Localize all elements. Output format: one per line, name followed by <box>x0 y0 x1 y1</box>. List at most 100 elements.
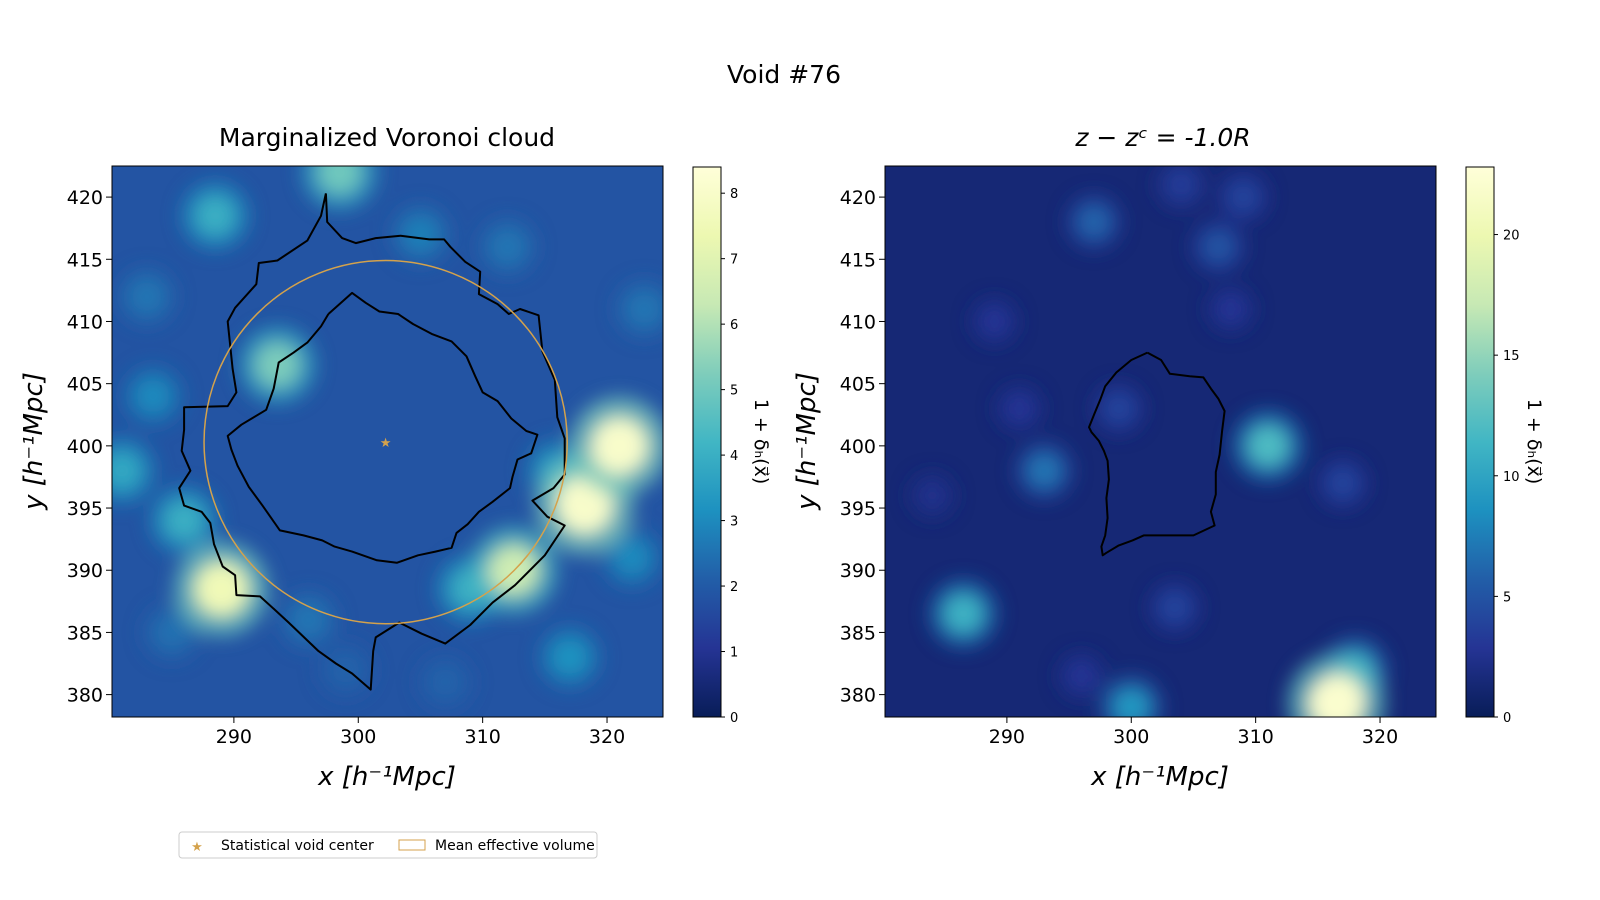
density-hotspot <box>1014 440 1075 501</box>
density-hotspot <box>1286 653 1387 717</box>
legend-label-mean-effective-volume: Mean effective volume <box>435 838 595 854</box>
x-tick-label: 300 <box>1113 726 1149 748</box>
density-hotspot <box>908 471 957 520</box>
density-hotspot <box>569 396 663 496</box>
x-tick-label: 290 <box>989 726 1025 748</box>
y-tick-label: 420 <box>840 187 876 209</box>
density-hotspot <box>928 578 999 649</box>
x-tick-label: 310 <box>1238 726 1274 748</box>
density-hotspot <box>278 590 339 650</box>
density-hotspot <box>180 180 251 251</box>
void-contours <box>1088 351 1226 557</box>
colorbar-tick-label: 7 <box>730 253 738 268</box>
y-tick-label: 385 <box>840 622 876 644</box>
density-hotspot <box>1155 166 1207 210</box>
density-hotspot <box>149 485 220 556</box>
x-axis-ticks: 290 300 310 320 <box>989 717 1398 748</box>
y-axis-ticks: 380 385 390 395 400 405 410 415 420 <box>840 187 885 707</box>
colorbar-tick-label: 4 <box>730 449 738 464</box>
plot-frame <box>884 165 1437 718</box>
heatmap-area <box>885 166 1436 717</box>
panel-marginalized-voronoi: Marginalized Voronoi cloud ★ 290 300 310 32… <box>19 123 772 792</box>
colorbar: 0 1 2 3 4 5 6 7 8 1 + δₕ(x⃗) <box>692 166 772 726</box>
legend-star-icon: ★ <box>191 840 203 855</box>
y-tick-label: 415 <box>840 249 876 271</box>
x-tick-label: 320 <box>1362 726 1398 748</box>
x-tick-label: 300 <box>340 726 376 748</box>
y-tick-label: 410 <box>840 311 876 333</box>
legend: ★ Statistical void center Mean effective… <box>178 831 598 859</box>
density-hotspot <box>173 541 270 637</box>
colorbar-tick-label: 20 <box>1503 229 1520 244</box>
density-hotspot <box>116 266 177 327</box>
void-contour <box>1088 351 1226 557</box>
density-hotspot <box>537 625 602 690</box>
density-hotspot <box>614 279 663 339</box>
density-hotspot <box>994 384 1044 433</box>
density-hotspot <box>1093 382 1145 435</box>
y-tick-label: 390 <box>67 560 103 582</box>
colorbar-gradient <box>692 166 722 718</box>
density-hotspot <box>112 436 157 505</box>
colorbar: 0 5 10 15 20 1 + δₕ(x⃗) <box>1465 166 1545 726</box>
x-axis-label: x [h⁻¹Mpc] <box>1090 762 1229 792</box>
colorbar-tick-label: 5 <box>730 384 738 399</box>
x-axis-ticks: 290 300 310 320 <box>216 717 625 748</box>
y-tick-label: 385 <box>67 622 103 644</box>
y-tick-label: 405 <box>67 374 103 396</box>
legend-frame <box>178 831 598 859</box>
colorbar-tick-label: 15 <box>1503 349 1520 364</box>
density-hotspot <box>416 653 474 711</box>
y-tick-label: 395 <box>67 498 103 520</box>
y-axis-label: y [h⁻¹Mpc] <box>792 372 822 511</box>
density-hotspot <box>1217 171 1269 223</box>
colorbar-tick-label: 0 <box>730 711 738 726</box>
y-axis-ticks: 380 385 390 395 400 405 410 415 420 <box>67 187 112 707</box>
void-contour <box>226 291 539 564</box>
y-tick-label: 380 <box>67 685 103 707</box>
colorbar-gradient <box>1465 166 1495 718</box>
y-axis-label: y [h⁻¹Mpc] <box>19 372 49 511</box>
plot-frame <box>111 165 664 718</box>
colorbar-label: 1 + δₕ(x⃗) <box>750 399 772 484</box>
colorbar-tick-label: 8 <box>730 187 738 202</box>
y-tick-label: 395 <box>840 498 876 520</box>
y-tick-label: 400 <box>840 436 876 458</box>
density-hotspot <box>1057 651 1106 701</box>
void-overlay: ★ <box>203 259 568 625</box>
void-contour <box>178 193 566 691</box>
panel-title: z − zᶜ = -1.0R <box>1074 123 1250 152</box>
density-hotspot <box>1231 409 1305 483</box>
x-tick-label: 310 <box>465 726 501 748</box>
y-tick-label: 380 <box>840 685 876 707</box>
void-contours <box>178 193 566 691</box>
density-hotspot <box>121 364 185 428</box>
y-tick-label: 410 <box>67 311 103 333</box>
colorbar-tick-label: 10 <box>1503 470 1520 485</box>
y-tick-label: 400 <box>67 436 103 458</box>
y-tick-label: 415 <box>67 249 103 271</box>
y-tick-label: 420 <box>67 187 103 209</box>
colorbar-label: 1 + δₕ(x⃗) <box>1523 399 1545 484</box>
colorbar-tick-label: 1 <box>730 646 738 661</box>
density-hotspot <box>1098 674 1164 717</box>
x-axis-label: x [h⁻¹Mpc] <box>317 762 456 792</box>
y-tick-label: 390 <box>840 560 876 582</box>
void-center-star-icon: ★ <box>380 436 392 451</box>
colorbar-tick-label: 2 <box>730 580 738 595</box>
density-hotspot <box>389 203 452 266</box>
x-tick-label: 290 <box>216 726 252 748</box>
density-hotspot <box>970 297 1019 346</box>
x-tick-label: 320 <box>589 726 625 748</box>
colorbar-tick-label: 3 <box>730 515 738 530</box>
mean-effective-volume-circle <box>203 259 568 625</box>
panel-slice: z − zᶜ = -1.0R 290 300 310 320 380 385 390 395… <box>792 123 1545 792</box>
colorbar-tick-label: 5 <box>1503 590 1511 605</box>
heatmap-density <box>908 166 1389 717</box>
colorbar-tick-label: 0 <box>1503 711 1511 726</box>
density-hotspot <box>1149 581 1201 634</box>
y-tick-label: 405 <box>840 374 876 396</box>
panel-title: Marginalized Voronoi cloud <box>219 123 555 152</box>
density-hotspot <box>301 166 379 211</box>
